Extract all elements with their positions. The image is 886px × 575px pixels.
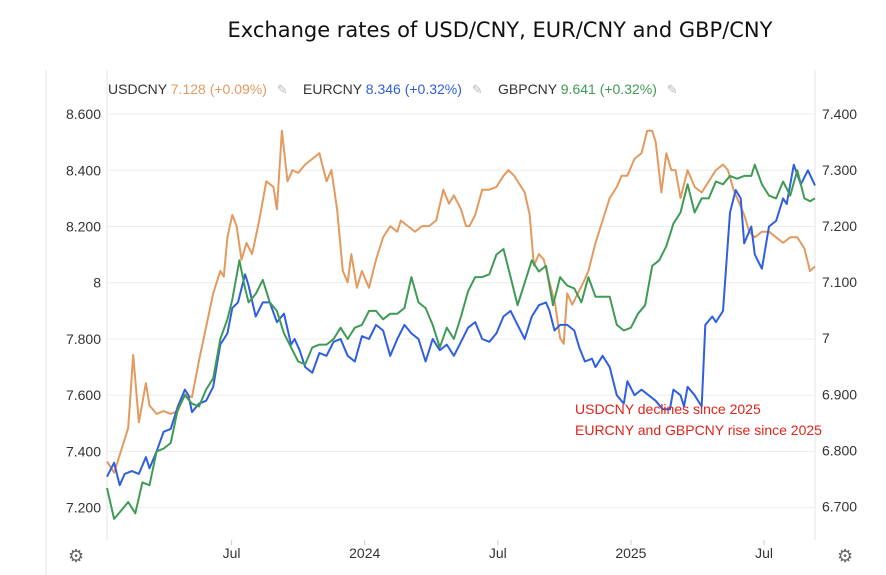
legend-change: (+0.32%) <box>404 81 462 97</box>
legend-name: GBPCNY <box>498 81 557 97</box>
legend-value: 8.346 <box>365 81 401 97</box>
y-tick-label: 8.200 <box>66 219 101 235</box>
x-tick-label: Jul <box>489 545 507 561</box>
y2-tick-label: 6.800 <box>822 442 857 458</box>
y-tick-label: 8.400 <box>66 162 101 178</box>
legend-change: (+0.09%) <box>209 81 267 97</box>
x-tick-label: 2024 <box>349 545 380 561</box>
legend-name: EURCNY <box>303 81 362 97</box>
y2-tick-label: 6.900 <box>822 386 857 402</box>
pencil-icon[interactable]: ✎ <box>276 82 288 97</box>
left-axis: 8.600 8.400 8.200 8 7.800 7.600 7.400 7.200 <box>66 106 101 516</box>
y-tick-label: 8.600 <box>66 106 101 122</box>
pencil-icon[interactable]: ✎ <box>471 82 483 97</box>
x-tick-label: Jul <box>755 545 773 561</box>
right-axis: 7.400 7.300 7.200 7.100 7 6.900 6.800 6.700 <box>822 106 857 514</box>
y-tick-label: 7.200 <box>66 500 101 516</box>
x-tick-label: Jul <box>223 545 241 561</box>
legend-item-usdcny[interactable]: USDCNY 7.128 (+0.09%) ✎ <box>108 81 288 98</box>
x-tick-label: 2025 <box>615 545 646 561</box>
y-tick-label: 7.400 <box>66 443 101 459</box>
y2-tick-label: 7.300 <box>822 162 857 178</box>
legend-value: 7.128 <box>170 81 206 97</box>
legend-item-eurcny[interactable]: EURCNY 8.346 (+0.32%) ✎ <box>303 81 483 98</box>
x-axis: Jul 2024 Jul 2025 Jul <box>223 540 773 561</box>
chart-title: Exchange rates of USD/CNY, EUR/CNY and G… <box>227 18 773 42</box>
annotation-usd: USDCNY declines since 2025 <box>575 401 761 417</box>
pencil-icon[interactable]: ✎ <box>666 82 678 97</box>
y2-tick-label: 7.400 <box>822 106 857 122</box>
series-lines <box>106 129 816 520</box>
annotation-eur-gbp: EURCNY and GBPCNY rise since 2025 <box>575 422 822 438</box>
gear-icon[interactable]: ⚙ <box>68 546 85 566</box>
y2-tick-label: 7.100 <box>822 274 857 290</box>
series-line-usdcny <box>106 129 816 474</box>
series-line-eurcny <box>106 163 816 487</box>
series-line-gbpcny <box>106 163 816 520</box>
grid <box>45 70 816 575</box>
y2-tick-label: 7 <box>822 330 830 346</box>
legend-change: (+0.32%) <box>599 81 657 97</box>
legend-value: 9.641 <box>560 81 596 97</box>
legend-name: USDCNY <box>108 81 167 97</box>
y2-tick-label: 6.700 <box>822 498 857 514</box>
y-tick-label: 8 <box>93 275 101 291</box>
gear-icon[interactable]: ⚙ <box>837 546 854 566</box>
y-tick-label: 7.600 <box>66 387 101 403</box>
legend-item-gbpcny[interactable]: GBPCNY 9.641 (+0.32%) ✎ <box>498 81 678 98</box>
y2-tick-label: 7.200 <box>822 218 857 234</box>
y-tick-label: 7.800 <box>66 331 101 347</box>
